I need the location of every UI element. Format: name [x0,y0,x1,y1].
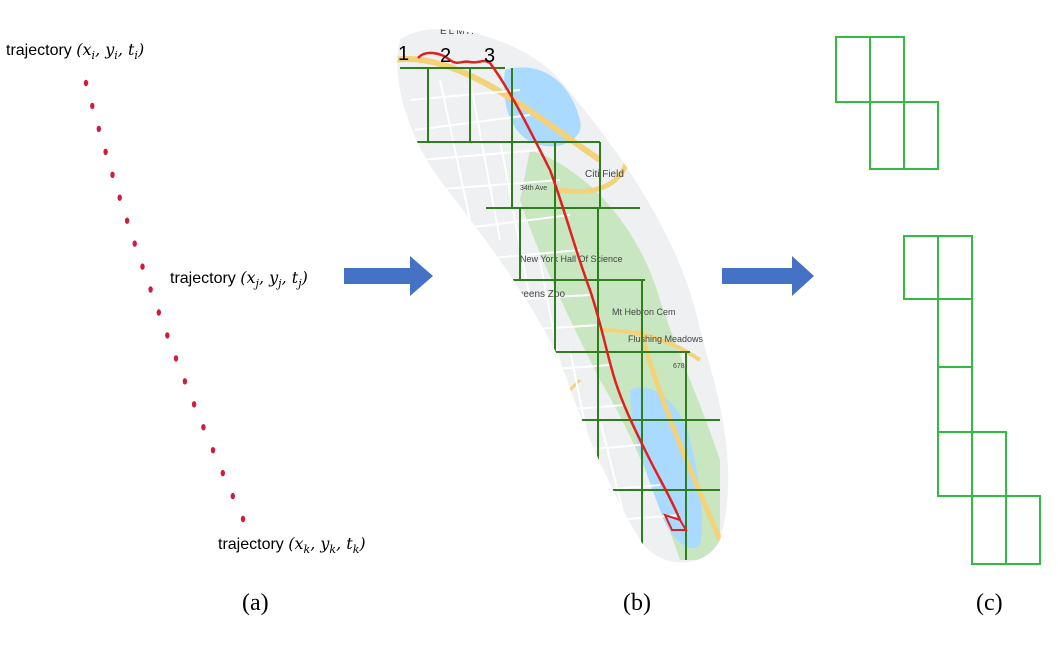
trajectory-point [110,171,115,178]
trajectory-word-k: trajectory [218,536,284,553]
route-path [417,51,682,521]
map-label-citi-field: Citi Field [585,169,624,180]
trajectory-word-i: trajectory [6,42,72,59]
trajectory-point [148,286,153,293]
map-label-elmhurst: ELMHURST [440,26,511,37]
map-label-flushing: Flushing Meadows Corona Park [628,334,757,344]
trajectory-point [182,378,188,385]
trajectory-point [165,332,170,339]
trajectory-point [96,125,102,133]
grid-cell [903,101,939,170]
map-label-678: 678 [673,363,685,370]
grid-cell [937,366,973,433]
grid-cell [835,36,871,103]
trajectory-point [191,401,197,408]
grid-cells [835,36,1041,565]
caption-b: (b) [623,590,651,616]
grid-cell [869,36,905,103]
trajectory-point [90,102,95,110]
water-south [630,387,702,549]
map-label-science: New York Hall Of Science [520,254,623,264]
path-marker-1: 1 [398,43,409,65]
map-panel: Citi Field New York Hall Of Science Quee… [397,26,757,563]
grid-cell [937,298,973,368]
trajectory-point [230,492,235,500]
map-grid [400,67,720,560]
trajectory-points [83,79,246,523]
road-west [518,378,582,442]
trajectory-point [173,355,179,362]
route-end-loop [663,513,688,531]
trajectory-label-j: trajectory (xj, yj, tj) [170,268,308,290]
grid-cell [937,431,973,497]
path-marker-2: 2 [440,45,451,67]
grid-cell [903,235,939,300]
grid-cell [971,495,1007,565]
grid-cell [1005,495,1041,565]
grid-cell [869,101,905,170]
grid-cell [937,235,973,300]
trajectory-point [83,79,89,87]
map-label-hebron: Mt Hebron Cem [612,307,676,317]
trajectory-point [103,148,108,155]
trajectory-coords-i: (xi, yi, ti) [76,40,145,63]
path-marker-3: 3 [484,45,495,67]
trajectory-coords-j: (xj, yj, tj) [240,268,308,291]
trajectory-point [201,424,206,431]
road-east [599,328,702,362]
trajectory-point [124,217,130,224]
road-expressway [637,329,723,541]
trajectory-word-j: trajectory [170,270,236,287]
trajectory-point [220,469,225,477]
trajectory-label-i: trajectory (xi, yi, ti) [6,40,144,62]
caption-c: (c) [976,590,1003,616]
trajectory-point [117,194,122,201]
trajectory-point [140,263,145,270]
map-label-34th-ave: 34th Ave [520,185,547,192]
caption-a: (a) [242,590,269,616]
arrow-b-to-c [722,256,814,296]
trajectory-point [240,515,246,523]
trajectory-point [210,447,216,454]
trajectory-coords-k: (xk, yk, tk) [288,534,366,557]
water-north [504,67,581,147]
map-label-zoo: Queens Zoo [510,289,565,300]
trajectory-point [156,309,161,316]
trajectory-point [132,240,137,247]
trajectory-label-k: trajectory (xk, yk, tk) [218,534,366,556]
arrow-a-to-b [344,256,433,296]
grid-cell [971,431,1007,497]
